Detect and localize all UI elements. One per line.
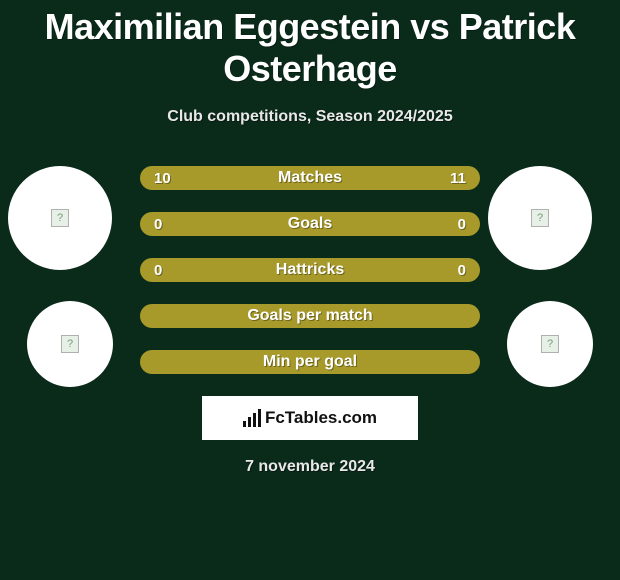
placeholder-icon: ? bbox=[61, 335, 79, 353]
club1-logo: ? bbox=[27, 301, 113, 387]
stat-bars: 10 Matches 11 0 Goals 0 0 Hattricks 0 Go… bbox=[140, 166, 480, 374]
placeholder-icon: ? bbox=[541, 335, 559, 353]
stat-label: Goals per match bbox=[247, 307, 372, 325]
stat-row: 0 Hattricks 0 bbox=[140, 258, 480, 282]
stat-value-left: 10 bbox=[154, 170, 174, 187]
stat-row: Min per goal bbox=[140, 350, 480, 374]
attribution-logo: FcTables.com bbox=[243, 408, 377, 428]
stat-row: Goals per match bbox=[140, 304, 480, 328]
subtitle: Club competitions, Season 2024/2025 bbox=[0, 108, 620, 126]
player2-avatar: ? bbox=[488, 166, 592, 270]
attribution-text: FcTables.com bbox=[265, 408, 377, 428]
page-title: Maximilian Eggestein vs Patrick Osterhag… bbox=[0, 0, 620, 90]
stat-label: Min per goal bbox=[263, 353, 357, 371]
player1-avatar: ? bbox=[8, 166, 112, 270]
stat-value-right: 11 bbox=[446, 170, 466, 187]
club2-logo: ? bbox=[507, 301, 593, 387]
placeholder-icon: ? bbox=[531, 209, 549, 227]
placeholder-icon: ? bbox=[51, 209, 69, 227]
stat-row: 10 Matches 11 bbox=[140, 166, 480, 190]
stat-label: Goals bbox=[288, 215, 332, 233]
stat-value-left: 0 bbox=[154, 262, 174, 279]
stat-value-right: 0 bbox=[446, 216, 466, 233]
date-text: 7 november 2024 bbox=[0, 458, 620, 476]
stat-value-left: 0 bbox=[154, 216, 174, 233]
logo-bars-icon bbox=[243, 409, 261, 427]
stat-value-right: 0 bbox=[446, 262, 466, 279]
attribution-badge: FcTables.com bbox=[202, 396, 418, 440]
stat-label: Matches bbox=[278, 169, 342, 187]
comparison-area: ? ? ? ? 10 Matches 11 0 Goals 0 0 Hattri… bbox=[0, 166, 620, 476]
stat-label: Hattricks bbox=[276, 261, 344, 279]
stat-row: 0 Goals 0 bbox=[140, 212, 480, 236]
